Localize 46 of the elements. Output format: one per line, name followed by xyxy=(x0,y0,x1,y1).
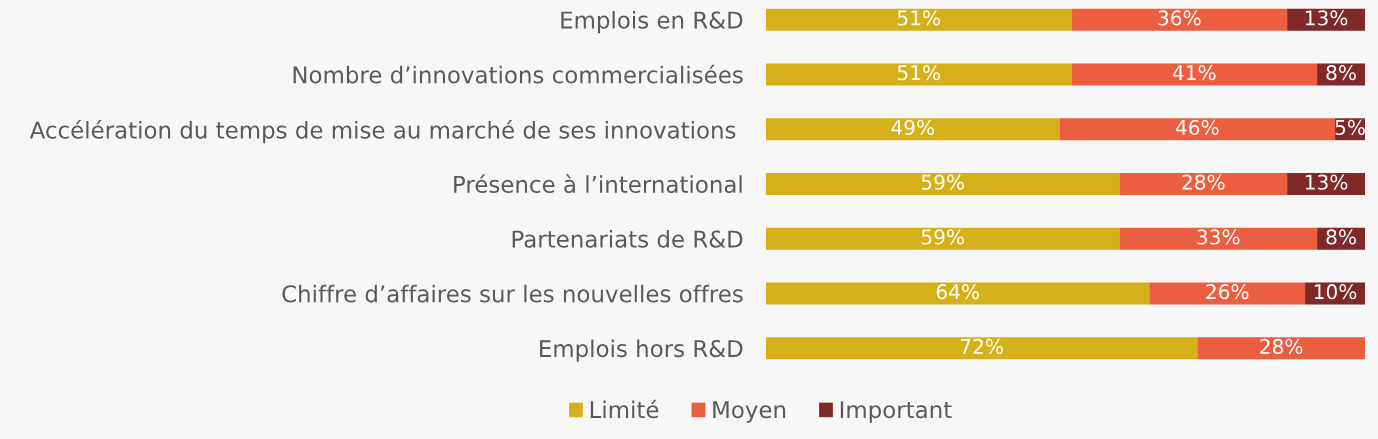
bar xyxy=(1287,8,1365,31)
data-label: 28% xyxy=(1182,174,1225,190)
data-label: 59% xyxy=(921,174,964,190)
bar xyxy=(1119,227,1318,250)
data-label: 28% xyxy=(1260,338,1303,355)
bar xyxy=(766,173,1120,195)
bar xyxy=(1197,337,1365,360)
bar xyxy=(1119,173,1288,195)
data-label: 13% xyxy=(1305,174,1348,190)
data-label: 26% xyxy=(1206,284,1249,300)
data-label: 36% xyxy=(1158,10,1201,26)
data-label: 41% xyxy=(1172,65,1216,81)
y-tick-label: Chiffre d’affaires sur les nouvelles offres xyxy=(282,284,743,303)
bar xyxy=(1149,282,1306,305)
y-tick-label: Emplois en R&D xyxy=(561,11,743,34)
bar xyxy=(1287,173,1365,195)
data-label: 10% xyxy=(1314,284,1357,300)
bar xyxy=(766,227,1120,250)
bar xyxy=(1071,63,1318,86)
y-tick-label: Nombre d’innovations commercialisées xyxy=(293,64,743,84)
legend-label: Important xyxy=(840,401,952,423)
bar xyxy=(1059,118,1336,141)
data-label: 8% xyxy=(1326,65,1356,81)
legend-label: Moyen xyxy=(713,401,786,423)
bar xyxy=(766,8,1072,31)
data-label: 51% xyxy=(897,65,941,81)
bar xyxy=(1071,8,1288,31)
data-label: 13% xyxy=(1305,10,1348,26)
data-label: 72% xyxy=(960,338,1003,355)
bar xyxy=(766,118,1060,141)
bar xyxy=(766,63,1072,86)
y-tick-label: Présence à l’international xyxy=(454,174,742,193)
data-label: 8% xyxy=(1326,229,1356,245)
data-label: 46% xyxy=(1175,119,1219,136)
data-label: 33% xyxy=(1197,229,1240,245)
y-tick-label: Accélération du temps de mise au marché de ses innovations xyxy=(29,120,736,144)
data-label: 49% xyxy=(891,119,935,136)
bar xyxy=(766,337,1198,360)
data-label: 51% xyxy=(897,10,941,26)
y-tick-label: Emplois hors R&D xyxy=(540,339,743,362)
data-label: 64% xyxy=(936,284,979,300)
legend-label: Limité xyxy=(590,399,659,419)
data-label: 5% xyxy=(1335,119,1365,136)
y-tick-label: Partenariats de R&D xyxy=(512,230,743,248)
bar xyxy=(766,282,1150,305)
data-label: 59% xyxy=(921,229,964,245)
